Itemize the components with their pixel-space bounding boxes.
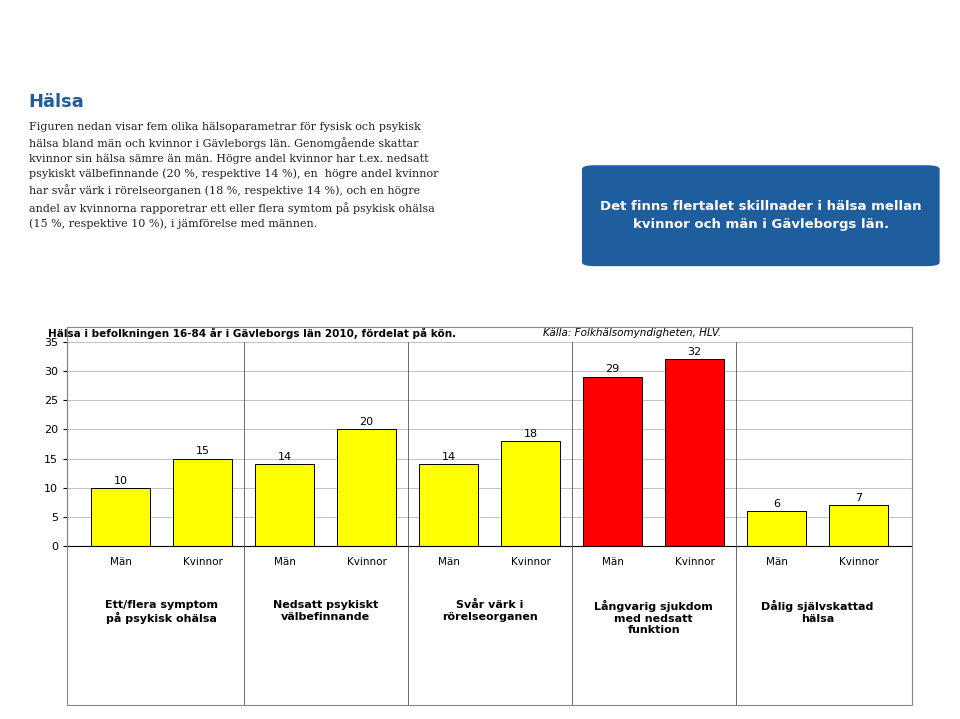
Text: Figuren nedan visar fem olika hälsoparametrar för fysisk och psykisk
hälsa bland: Figuren nedan visar fem olika hälsoparam… bbox=[29, 122, 439, 229]
Text: Kvinnor: Kvinnor bbox=[347, 557, 387, 567]
Text: Män: Män bbox=[438, 557, 460, 567]
Bar bbox=[91, 488, 150, 546]
Text: 20: 20 bbox=[359, 417, 373, 427]
Text: 4. Könsskillnader i livsvillkor och hälsa: 4. Könsskillnader i livsvillkor och häls… bbox=[24, 32, 512, 51]
Text: Män: Män bbox=[602, 557, 624, 567]
Text: 15: 15 bbox=[196, 446, 209, 457]
Bar bbox=[255, 464, 314, 546]
Bar bbox=[665, 359, 724, 546]
FancyBboxPatch shape bbox=[582, 165, 940, 266]
Text: Hälsa i befolkningen 16-84 år i Gävleborgs län 2010, fördelat på kön.: Hälsa i befolkningen 16-84 år i Gävlebor… bbox=[48, 326, 464, 339]
Text: 10: 10 bbox=[113, 475, 128, 485]
Text: 6: 6 bbox=[773, 499, 780, 509]
Bar bbox=[829, 505, 888, 546]
Text: 18: 18 bbox=[523, 429, 538, 439]
Text: Källa: Folkhälsomyndigheten, HLV.: Källa: Folkhälsomyndigheten, HLV. bbox=[542, 328, 721, 337]
Bar bbox=[420, 464, 478, 546]
Text: Kvinnor: Kvinnor bbox=[511, 557, 550, 567]
Bar bbox=[173, 459, 232, 546]
Text: Nedsatt psykiskt
välbefinnande: Nedsatt psykiskt välbefinnande bbox=[273, 600, 378, 622]
Text: 32: 32 bbox=[687, 347, 702, 357]
Text: Ett/flera symptom
på psykisk ohälsa: Ett/flera symptom på psykisk ohälsa bbox=[105, 600, 218, 624]
Text: Kvinnor: Kvinnor bbox=[182, 557, 223, 567]
Text: Kvinnor: Kvinnor bbox=[675, 557, 714, 567]
Text: Dålig självskattad
hälsa: Dålig självskattad hälsa bbox=[761, 600, 874, 624]
Text: Män: Män bbox=[109, 557, 132, 567]
Text: Hälsa: Hälsa bbox=[29, 93, 84, 111]
Text: Män: Män bbox=[766, 557, 787, 567]
Text: 14: 14 bbox=[442, 452, 456, 462]
Text: 7: 7 bbox=[855, 493, 862, 503]
Bar bbox=[501, 441, 560, 546]
Text: Män: Män bbox=[274, 557, 296, 567]
Text: Långvarig sjukdom
med nedsatt
funktion: Långvarig sjukdom med nedsatt funktion bbox=[594, 600, 713, 636]
Bar bbox=[583, 377, 642, 546]
Text: Kvinnor: Kvinnor bbox=[839, 557, 878, 567]
Text: Det finns flertalet skillnader i hälsa mellan
kvinnor och män i Gävleborgs län.: Det finns flertalet skillnader i hälsa m… bbox=[600, 200, 922, 232]
Text: 14: 14 bbox=[277, 452, 292, 462]
Text: Svår värk i
rörelseorganen: Svår värk i rörelseorganen bbox=[442, 600, 538, 622]
Bar bbox=[337, 429, 396, 546]
Text: 29: 29 bbox=[606, 365, 620, 375]
Bar bbox=[747, 511, 806, 546]
